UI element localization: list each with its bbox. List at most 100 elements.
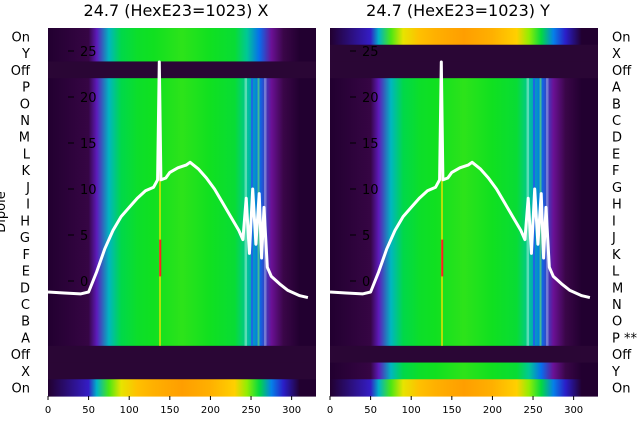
dipole-label: Off	[11, 348, 31, 363]
profile-line	[47, 60, 309, 300]
chart-title: 24.7 (HexE23=1023) X	[84, 1, 269, 20]
x-tick-label: 100	[120, 405, 139, 416]
y-tick-label: 25	[362, 45, 379, 60]
dipole-label: F	[23, 248, 30, 263]
y-tick-label: 5	[80, 229, 88, 244]
heatmap-row	[48, 212, 316, 230]
dipole-label: L	[612, 265, 620, 280]
dipole-label: D	[612, 131, 622, 146]
dipole-label: On	[12, 30, 30, 45]
dipole-label: A	[612, 81, 621, 96]
heatmap-row	[330, 145, 598, 163]
y-tick-label: 10	[80, 183, 97, 198]
dipole-label: A	[21, 331, 30, 346]
heatmap-row	[48, 329, 316, 347]
dipole-label: On	[12, 382, 30, 397]
heatmap-row	[48, 128, 316, 146]
x-tick-label: 250	[241, 405, 260, 416]
y-axis-label: Dipole	[0, 191, 9, 232]
heatmap-row	[48, 278, 316, 297]
y-tick-label: 15	[80, 137, 97, 152]
heatmap-row	[330, 329, 598, 347]
dipole-label: P	[22, 81, 30, 96]
heatmap-row	[330, 28, 598, 46]
x-tick-label: 200	[483, 405, 502, 416]
x-tick-label: 300	[282, 405, 301, 416]
heatmap-row	[330, 278, 598, 297]
dipole-label: K	[21, 164, 30, 179]
heatmap-row	[330, 94, 598, 113]
y-tick-label: 0	[362, 275, 370, 290]
heatmap-row	[48, 362, 316, 380]
heatmap-row	[48, 245, 316, 263]
dipole-label: K	[612, 248, 621, 263]
dipole-label: D	[20, 281, 30, 296]
dipole-label: O	[20, 97, 30, 112]
dipole-label: G	[20, 231, 30, 246]
heatmap-row	[48, 295, 316, 313]
x-tick-label: 50	[364, 405, 377, 416]
heatmap-row	[330, 195, 598, 213]
dipole-label: N	[612, 298, 622, 313]
dipole-label: N	[20, 114, 30, 129]
heatmap-row	[48, 161, 316, 180]
dipole-label: H	[612, 198, 622, 213]
dipole-label: X	[612, 47, 621, 62]
heatmap-streak	[441, 78, 443, 346]
dipole-label: M	[612, 281, 623, 296]
dipole-label: F	[612, 164, 619, 179]
heatmap-row	[48, 61, 316, 79]
heatmap-row	[48, 145, 316, 163]
dipole-label: P **	[612, 331, 637, 346]
heatmap-marker	[159, 239, 162, 277]
dipole-label: Off	[11, 64, 31, 79]
y-tick-label: 20	[80, 91, 97, 106]
heatmap-marker	[441, 239, 444, 277]
dipole-label: C	[612, 114, 621, 129]
dipole-label: E	[612, 147, 620, 162]
x-tick-label: 0	[45, 405, 51, 416]
x-tick-label: 150	[442, 405, 461, 416]
y-tick-label: 5	[362, 229, 370, 244]
heatmap-row	[330, 212, 598, 230]
x-tick-label: 150	[160, 405, 179, 416]
x-tick-label: 200	[201, 405, 220, 416]
heatmap-row	[330, 44, 598, 63]
heatmap-row	[330, 61, 598, 79]
heatmap-row	[48, 312, 316, 330]
dipole-label: B	[21, 315, 30, 330]
dipole-label: C	[21, 298, 30, 313]
dipole-label: I	[26, 198, 30, 213]
heatmap-row	[48, 262, 316, 280]
dipole-label: On	[612, 382, 630, 397]
heatmap-row	[48, 195, 316, 213]
heatmap-row	[48, 28, 316, 46]
heatmap-row	[330, 379, 598, 397]
dipole-label: Y	[21, 47, 30, 62]
dipole-label: J	[611, 231, 616, 246]
heatmap	[330, 28, 598, 397]
heatmap-row	[48, 111, 316, 129]
heatmap-streak	[159, 78, 161, 346]
heatmap-row	[330, 312, 598, 330]
heatmap-row	[330, 128, 598, 146]
dipole-label: Y	[611, 365, 620, 380]
heatmap-row	[48, 379, 316, 397]
heatmap-row	[48, 78, 316, 96]
heatmap-row	[330, 295, 598, 313]
y-tick-label: 0	[80, 275, 88, 290]
heatmap-row	[330, 362, 598, 380]
dipole-label: H	[20, 214, 30, 229]
heatmap-row	[330, 178, 598, 196]
heatmap-row	[330, 78, 598, 96]
dipole-label: I	[612, 214, 616, 229]
dipole-label: L	[23, 147, 31, 162]
heatmap-row	[48, 345, 316, 364]
profile-line	[329, 60, 591, 300]
heatmap-row	[330, 111, 598, 129]
dipole-label: B	[612, 97, 621, 112]
heatmap-row	[330, 345, 598, 364]
x-tick-label: 100	[402, 405, 421, 416]
